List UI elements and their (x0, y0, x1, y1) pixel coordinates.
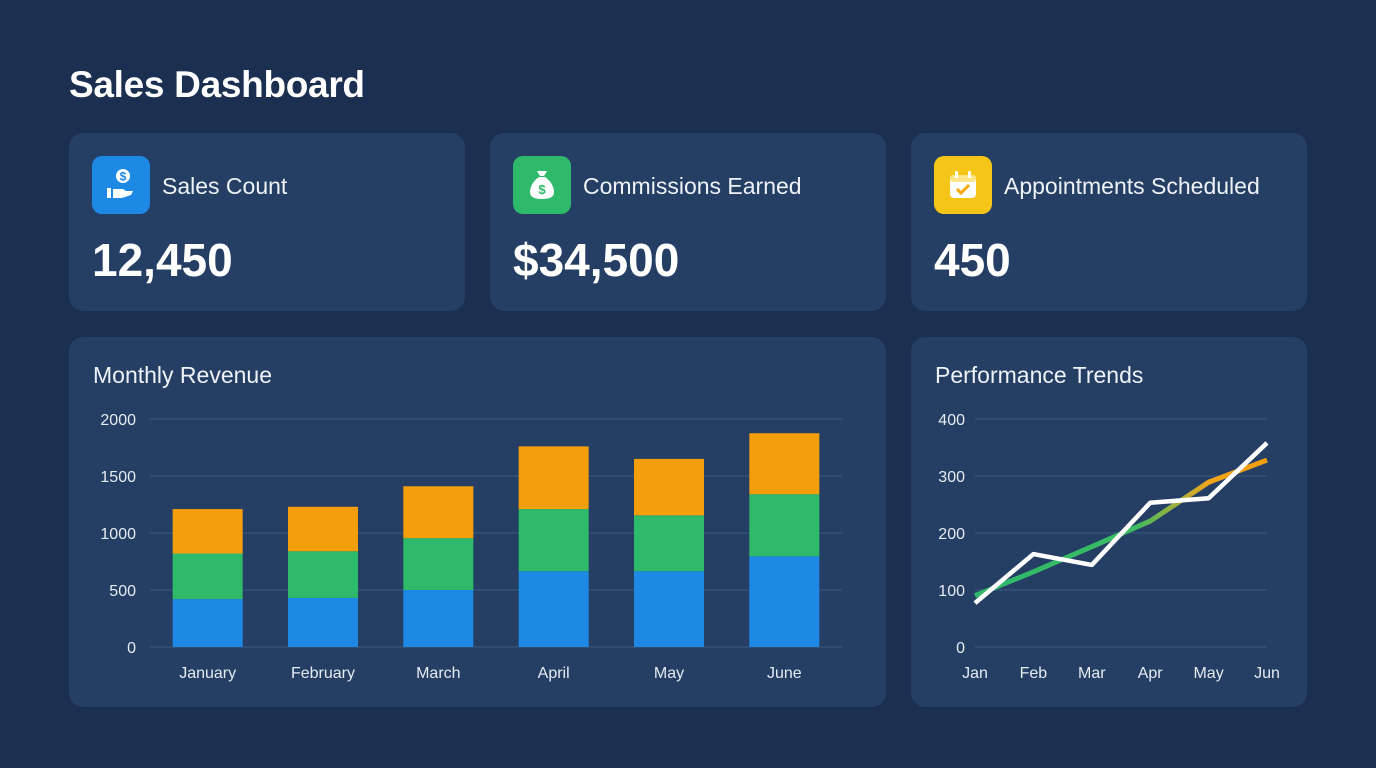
x-tick-label: Jan (962, 665, 988, 682)
svg-text:$: $ (120, 170, 127, 184)
bar-segment (518, 446, 589, 510)
monthly-revenue-card: Monthly Revenue 0 500 1000 1500 2000 January F… (69, 337, 886, 707)
y-tick-label: 200 (938, 526, 965, 543)
bar-segment (172, 509, 243, 554)
bar-segment (172, 553, 243, 600)
bar-segment (749, 494, 820, 557)
kpi-value: 450 (934, 234, 1011, 286)
y-tick-label: 1500 (100, 469, 136, 486)
bar-segment (518, 571, 589, 647)
svg-text:$: $ (538, 182, 546, 197)
kpi-card-commissions: $ Commissions Earned $34,500 (490, 133, 886, 311)
bar-segment (634, 458, 704, 516)
bar-segment (518, 509, 589, 572)
x-tick-label: Feb (1020, 665, 1048, 682)
kpi-card-sales-count: $ Sales Count 12,450 (69, 133, 465, 311)
y-tick-label: 2000 (100, 412, 136, 429)
x-tick-label: April (538, 665, 570, 682)
kpi-value: 12,450 (92, 234, 233, 286)
bar-segment (403, 538, 474, 590)
y-tick-label: 500 (109, 583, 136, 600)
x-tick-label: June (767, 665, 802, 682)
x-tick-label: January (179, 665, 236, 682)
y-tick-label: 300 (938, 469, 965, 486)
kpi-card-appointments: Appointments Scheduled 450 (911, 133, 1307, 311)
bar-segment (172, 599, 243, 647)
x-tick-label: Jun (1254, 665, 1280, 682)
chart-title: Monthly Revenue (93, 362, 272, 388)
bar-segment (288, 597, 358, 647)
bar-segment (403, 590, 474, 647)
x-tick-label: Apr (1138, 665, 1164, 682)
bar-segment (403, 486, 474, 539)
trend-line-white (973, 441, 1269, 605)
performance-trends-chart: 0 100 200 300 400 Jan Feb Mar Apr May Jun (938, 412, 1280, 682)
x-tick-label: Mar (1078, 665, 1106, 682)
y-tick-label: 0 (127, 640, 136, 657)
bar-segment (288, 506, 358, 552)
x-tick-label: March (416, 665, 460, 682)
bar-segment (634, 571, 704, 647)
kpi-value: $34,500 (513, 234, 680, 286)
bar-segment (749, 556, 820, 647)
kpi-label: Appointments Scheduled (1004, 173, 1260, 199)
bar-segment (634, 515, 704, 572)
bar-segment (749, 433, 820, 495)
monthly-revenue-chart: 0 500 1000 1500 2000 January February March Apri… (100, 412, 842, 682)
performance-trends-card: Performance Trends 0 100 200 300 400 Jan Feb Ma… (911, 337, 1307, 707)
money-bag-icon: $ (513, 156, 571, 214)
page-title: Sales Dashboard (69, 64, 365, 105)
bar-segment (288, 551, 358, 598)
y-tick-label: 1000 (100, 526, 136, 543)
x-tick-label: February (291, 665, 355, 682)
hand-coin-icon: $ (92, 156, 150, 214)
y-tick-label: 400 (938, 412, 965, 429)
y-tick-label: 0 (956, 640, 965, 657)
trend-line-gradient (974, 457, 1268, 599)
kpi-label: Sales Count (162, 173, 288, 199)
x-tick-label: May (1193, 665, 1223, 682)
kpi-label: Commissions Earned (583, 173, 802, 199)
chart-title: Performance Trends (935, 362, 1144, 388)
y-tick-label: 100 (938, 583, 965, 600)
calendar-check-icon (934, 156, 992, 214)
x-tick-label: May (654, 665, 684, 682)
